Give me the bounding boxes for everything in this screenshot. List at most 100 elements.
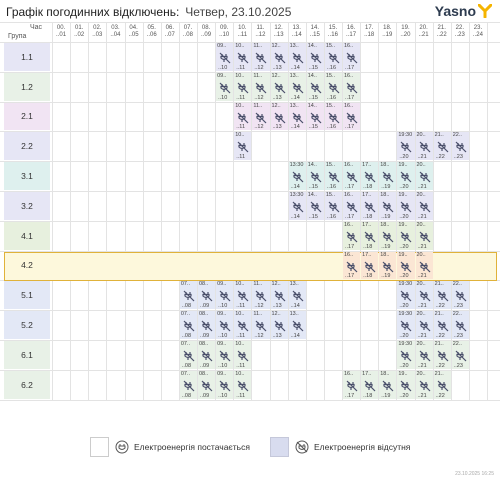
- legend-power-off: Електроенергія відсутня: [270, 437, 410, 457]
- outage-end-time: ..16: [326, 64, 337, 71]
- outage-start-time: 12..: [271, 311, 281, 318]
- hour-column-header: 10. ..11: [233, 25, 251, 39]
- outage-start-time: 08..: [199, 370, 209, 377]
- outage-start-time: 22..: [452, 132, 462, 139]
- outage-start-time: 17..: [362, 221, 372, 228]
- group-label-6-2[interactable]: 6.2: [4, 370, 50, 399]
- group-label-2-2[interactable]: 2.2: [4, 132, 50, 161]
- outage-end-time: ..12: [254, 64, 264, 71]
- group-label-5-2[interactable]: 5.2: [4, 311, 50, 339]
- group-label-4-1[interactable]: 4.1: [4, 221, 50, 250]
- outage-end-time: ..11: [236, 303, 246, 310]
- outage-cell: 19.. ..20: [397, 251, 415, 280]
- outage-end-time: ..15: [308, 64, 318, 71]
- outage-start-time: 16..: [344, 192, 354, 198]
- legend-off-label: Електроенергія відсутня: [314, 442, 411, 452]
- outage-start-time: 16..: [344, 370, 354, 377]
- outage-cell: 14.. ..15: [306, 72, 324, 101]
- group-label-1-2[interactable]: 1.2: [4, 72, 50, 101]
- column-divider: [468, 22, 470, 400]
- outage-end-time: ..16: [326, 213, 337, 220]
- outage-start-time: 09..: [217, 370, 227, 377]
- outage-start-time: 12..: [271, 72, 281, 79]
- group-label-6-1[interactable]: 6.1: [4, 341, 50, 369]
- outage-start-time: 14..: [307, 43, 317, 49]
- column-divider: [160, 22, 162, 400]
- outage-start-time: 20..: [416, 251, 426, 258]
- hour-end: ..09: [201, 32, 212, 38]
- outage-end-time: ..11: [236, 154, 246, 161]
- outage-end-time: ..19: [381, 273, 391, 280]
- hour-start: 07.: [183, 25, 193, 31]
- outage-start-time: 18..: [380, 221, 390, 228]
- group-label-3-2[interactable]: 3.2: [4, 192, 50, 220]
- outage-cell: 19:30 ..20: [397, 281, 415, 310]
- outage-start-time: 15..: [325, 192, 336, 198]
- outage-start-time: 19..: [398, 370, 408, 377]
- hour-end: ..12: [255, 32, 266, 38]
- outage-start-time: 07..: [180, 370, 191, 377]
- yasno-logo-icon: [478, 4, 492, 18]
- hour-start: 02.: [93, 25, 102, 31]
- outage-start-time: 09..: [217, 43, 227, 49]
- outage-cell: 14.. ..15: [306, 43, 324, 71]
- header-divider: [0, 22, 500, 23]
- outage-end-time: ..23: [453, 154, 463, 161]
- outage-start-time: 16..: [344, 251, 354, 258]
- outage-cell: 20.. ..21: [415, 132, 433, 161]
- column-divider: [124, 22, 126, 400]
- hour-start: 05.: [147, 25, 156, 31]
- column-divider: [287, 22, 289, 400]
- hour-end: ..24: [472, 32, 483, 38]
- outage-end-time: ..11: [236, 392, 246, 399]
- hour-start: 10.: [238, 25, 247, 31]
- outage-cell: 20.. ..21: [415, 251, 433, 280]
- outage-end-time: ..19: [381, 183, 391, 190]
- group-label-4-2[interactable]: 4.2: [21, 260, 33, 271]
- hour-start: 15.: [328, 25, 338, 31]
- hour-start: 06.: [165, 25, 174, 31]
- outage-start-time: 10..: [235, 370, 245, 377]
- row-divider: [0, 71, 500, 73]
- outage-start-time: 13..: [289, 43, 299, 49]
- hour-end: ..18: [364, 32, 375, 38]
- hour-end: ..07: [164, 32, 175, 38]
- hour-start: 11.: [256, 25, 265, 31]
- outage-end-time: ..16: [326, 94, 337, 101]
- row-divider: [0, 369, 500, 371]
- outage-cell: 20.. ..21: [415, 281, 433, 310]
- hour-column-header: 09. ..10: [215, 25, 233, 39]
- outage-start-time: 10..: [235, 281, 245, 288]
- outage-start-time: 08..: [199, 341, 209, 347]
- hour-end: ..16: [327, 32, 338, 38]
- outage-cell: 10.. ..11: [234, 341, 252, 369]
- outage-end-time: ..14: [290, 213, 300, 220]
- outage-start-time: 16..: [344, 221, 354, 228]
- outage-cell: 08.. ..09: [198, 281, 216, 310]
- outage-end-time: ..09: [200, 392, 210, 399]
- outage-start-time: 11..: [253, 311, 263, 318]
- group-label-5-1[interactable]: 5.1: [4, 281, 50, 310]
- outage-start-time: 22..: [452, 311, 462, 318]
- group-label-3-1[interactable]: 3.1: [4, 162, 50, 190]
- outage-end-time: ..14: [290, 94, 300, 101]
- outage-start-time: 10..: [235, 102, 245, 109]
- highlighted-group-row: [4, 251, 497, 282]
- outage-cell: 16.. ..17: [343, 162, 361, 190]
- hour-start: 13.: [292, 25, 301, 31]
- outage-cell: 10.. ..11: [234, 102, 252, 131]
- group-label-2-1[interactable]: 2.1: [4, 102, 50, 131]
- hour-end: ..21: [418, 32, 429, 38]
- group-label-1-1[interactable]: 1.1: [4, 43, 50, 71]
- outage-cell: 09.. ..10: [216, 281, 234, 310]
- column-divider: [487, 22, 488, 400]
- outage-end-time: ..21: [417, 362, 427, 369]
- hour-column-header: 03. ..04: [106, 25, 124, 39]
- outage-cell: 11.. ..12: [252, 281, 270, 310]
- outage-cell: 10.. ..11: [234, 311, 252, 339]
- column-divider: [215, 22, 217, 400]
- outage-end-time: ..14: [290, 64, 300, 71]
- hour-column-header: 02. ..03: [88, 25, 106, 39]
- outage-end-time: ..11: [236, 64, 246, 71]
- outage-start-time: 22..: [452, 341, 462, 347]
